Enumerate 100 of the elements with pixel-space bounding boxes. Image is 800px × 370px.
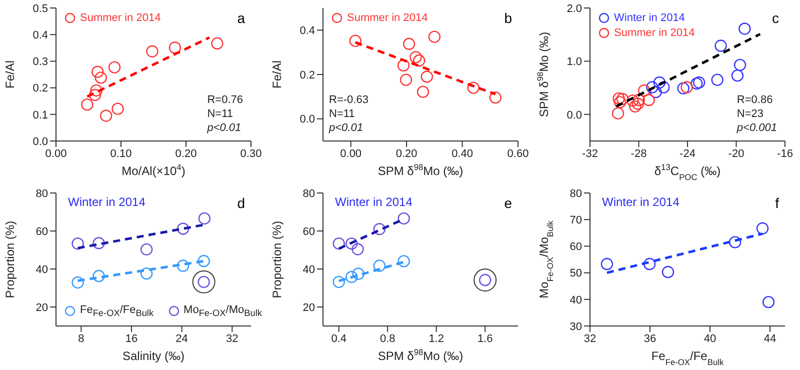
point [400,74,412,86]
point [94,72,107,84]
point [616,92,629,106]
point [100,110,112,122]
x-tick-label: 0.4 [331,332,346,345]
annotation: d [237,195,245,211]
point [168,42,182,54]
x-tick-label: -32 [582,148,598,160]
legend: Summer in 2014 [64,12,161,24]
point [646,81,658,94]
x-tick-label: 0.8 [380,332,396,345]
y-tick-label: 0.0 [32,136,48,148]
x-tick-label: 0.00 [340,148,362,160]
x-tick-label: 0.60 [507,148,529,160]
point [397,59,410,72]
x-tick-label: 0.40 [452,148,473,160]
point [714,40,727,52]
chart-title: Winter in 2014 [602,195,680,209]
y-tick-label: 0.4 [32,30,48,42]
point [734,58,746,72]
point [88,88,102,102]
annotation: N=11 [329,107,356,121]
x-axis-title: Mo/Al(×10$^{4}$) [122,162,186,178]
x-tick-label: 0.20 [396,148,418,160]
x-tick-label: 1.2 [428,332,444,345]
point [398,255,410,268]
x-tick-label: 8 [78,332,84,345]
point [373,223,386,236]
legend-label: Summer in 2014 [80,12,161,24]
y-tick-label: 0.0 [566,109,582,122]
point [92,66,104,78]
legend-label: Winter in 2014 [614,12,685,24]
y-tick-label: 80 [36,188,48,200]
point [756,222,769,234]
point [680,81,693,94]
x-axis-title: SPM δ$^{98}$Mo (‰) [378,162,464,178]
y-tick-label: 20 [302,302,315,314]
point [72,237,84,250]
y-tick-label: 40 [302,264,315,276]
chart-title: Winter in 2014 [68,195,146,209]
annotation: p<0.01 [329,121,364,135]
x-tick-label: 36 [644,332,656,345]
x-tick-label: 32 [226,332,238,345]
x-tick-label: 40 [704,332,716,345]
point [626,94,639,107]
point [352,268,364,280]
annotation: a [237,10,245,26]
y-tick-label: 30 [570,320,582,333]
point [346,270,358,284]
x-tick-label: 0.00 [45,148,67,160]
x-axis-title: δ$^{13}$C$_{POC}$ (‰) [654,162,721,182]
x-tick-label: -16 [777,148,793,160]
annotation: R=-0.63 [329,93,368,107]
point [690,77,703,90]
legend-label: Mo$_{Fe-OX}$/Mo$_{Bulk}$ [184,304,262,318]
y-tick-label: 60 [570,241,582,254]
y-tick-label: 40 [36,264,48,276]
y-tick-label: 2.0 [566,2,582,15]
annotation: N=11 [207,107,234,121]
point [81,98,94,111]
point [373,260,386,272]
point [677,82,690,94]
y-tick-label: 0.1 [32,109,48,122]
y-tick-label: 0.3 [32,56,48,68]
point [140,243,153,256]
point [198,212,211,225]
annotation: b [504,10,512,26]
x-tick-label: 44 [764,332,776,345]
point [108,61,121,74]
point [731,69,744,82]
y-axis-title: Proportion (%) [270,220,284,298]
point [198,254,210,268]
annotation: f [775,195,779,211]
point [628,100,642,113]
x-tick-label: 16 [125,332,138,345]
x-axis-title: Fe$_{Fe-OX}$/Fe$_{Bulk}$ [651,349,724,367]
y-axis-title: Fe/Al [3,60,17,89]
point [413,54,426,67]
point [140,267,153,280]
x-tick-label: -20 [728,148,744,160]
x-tick-label: -24 [680,148,696,160]
point [632,98,644,110]
point [489,91,502,104]
x-tick-label: -28 [630,148,647,160]
point [176,222,190,235]
y-tick-label: 80 [302,188,315,200]
point [614,96,626,108]
chart-title: Winter in 2014 [335,195,412,209]
point [420,70,434,83]
point [638,84,650,97]
x-tick-label: 0.10 [110,148,132,160]
y-tick-label: 0.2 [300,69,315,82]
y-tick-label: 70 [570,214,582,227]
point [72,276,84,289]
x-axis-title: Salinity (‰) [122,349,185,363]
y-tick-label: 20 [36,302,48,314]
y-tick-label: 60 [36,226,48,238]
legend: Summer in 2014 [331,12,428,24]
y-tick-label: 80 [570,188,582,200]
point [650,86,662,98]
